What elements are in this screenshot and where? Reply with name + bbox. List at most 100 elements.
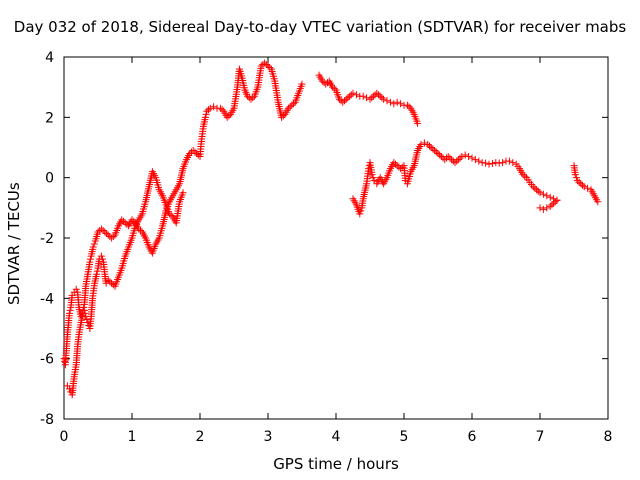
data-point xyxy=(375,91,382,99)
data-point xyxy=(485,160,493,168)
data-point xyxy=(509,159,517,167)
data-point xyxy=(571,171,579,179)
data-point xyxy=(427,144,435,151)
data-point xyxy=(135,225,143,233)
data-point xyxy=(534,187,542,195)
data-point xyxy=(392,160,399,168)
data-point xyxy=(104,276,112,284)
y-tick-label: 2 xyxy=(45,110,54,126)
data-point xyxy=(339,98,347,106)
data-point xyxy=(106,278,114,286)
data-point xyxy=(478,159,486,167)
data-point xyxy=(543,192,551,200)
data-point xyxy=(546,202,554,210)
data-point xyxy=(529,183,537,191)
data-point xyxy=(594,198,602,206)
y-tick-label: 0 xyxy=(45,171,54,187)
data-point xyxy=(519,171,527,179)
data-point xyxy=(369,174,377,182)
data-point xyxy=(244,92,252,100)
data-point xyxy=(249,94,257,102)
data-point xyxy=(453,157,461,165)
data-point xyxy=(298,80,306,88)
data-point xyxy=(551,198,559,206)
y-axis-label: SDTVAR / TECUs xyxy=(5,182,23,305)
data-point xyxy=(539,190,547,198)
data-point xyxy=(262,61,270,69)
data-point xyxy=(109,232,117,240)
y-tick-label: -6 xyxy=(40,352,54,368)
data-point xyxy=(533,186,541,194)
data-point xyxy=(290,100,297,108)
data-point xyxy=(465,153,473,161)
data-point xyxy=(80,303,88,311)
data-point xyxy=(87,255,95,263)
data-point xyxy=(342,95,350,103)
data-point xyxy=(429,145,437,153)
data-point xyxy=(261,59,269,67)
data-markers xyxy=(60,59,602,399)
data-point xyxy=(397,100,405,108)
data-point xyxy=(448,156,456,164)
data-point xyxy=(365,162,373,170)
data-point xyxy=(266,64,274,72)
data-point xyxy=(189,147,197,155)
data-point xyxy=(330,85,338,93)
data-point xyxy=(431,147,439,155)
data-point xyxy=(521,172,529,180)
data-point xyxy=(572,174,580,182)
data-point xyxy=(335,95,343,103)
data-point xyxy=(247,95,255,103)
data-point xyxy=(553,196,561,204)
data-point xyxy=(85,321,93,329)
data-point xyxy=(356,210,364,218)
data-point xyxy=(366,95,374,103)
data-point xyxy=(278,113,286,121)
chart-title: Day 032 of 2018, Sidereal Day-to-day VTE… xyxy=(13,18,627,36)
data-point xyxy=(357,207,365,215)
data-point xyxy=(369,92,377,100)
data-point xyxy=(202,110,210,118)
data-point xyxy=(543,204,551,212)
data-point xyxy=(359,92,367,100)
data-point xyxy=(390,159,398,167)
data-point xyxy=(531,184,539,192)
data-point xyxy=(403,101,411,109)
data-point xyxy=(482,159,490,167)
data-point xyxy=(456,154,464,162)
data-point xyxy=(454,156,462,164)
data-point xyxy=(94,228,102,236)
data-point xyxy=(579,181,586,189)
data-point xyxy=(446,154,454,162)
data-point xyxy=(66,306,74,314)
data-point xyxy=(83,315,91,323)
data-point xyxy=(378,94,386,102)
data-point xyxy=(417,140,425,148)
data-point xyxy=(383,97,391,105)
data-point xyxy=(203,107,211,115)
data-point xyxy=(444,153,452,161)
data-point xyxy=(279,112,287,120)
data-point xyxy=(505,157,513,165)
data-point xyxy=(352,91,360,99)
data-point xyxy=(539,205,547,213)
data-point xyxy=(393,162,401,170)
data-point xyxy=(288,101,296,109)
data-point xyxy=(550,199,558,207)
data-point xyxy=(65,385,73,393)
data-point xyxy=(120,217,127,225)
data-point xyxy=(344,94,352,102)
data-point xyxy=(575,178,583,186)
data-point xyxy=(341,97,348,105)
data-point xyxy=(368,94,376,102)
x-tick-label: 0 xyxy=(60,429,69,445)
data-point xyxy=(405,103,413,111)
data-point xyxy=(322,80,330,88)
data-point xyxy=(420,139,428,147)
data-point xyxy=(284,104,292,112)
data-point xyxy=(223,113,231,121)
data-point xyxy=(165,210,173,218)
y-tick-label: -2 xyxy=(40,231,54,247)
data-point xyxy=(584,184,592,192)
